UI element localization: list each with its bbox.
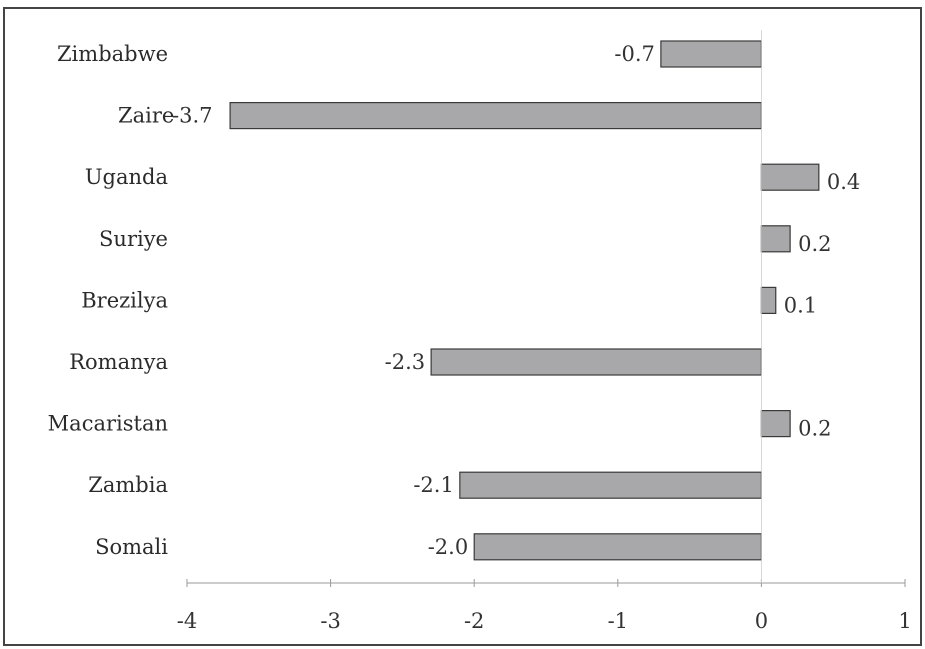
value-label-zambia: -2.1 bbox=[413, 473, 454, 497]
bar-suriye bbox=[760, 225, 791, 253]
x-tick-label-3: -1 bbox=[608, 609, 628, 633]
category-label-zimbabwe: Zimbabwe bbox=[57, 42, 168, 66]
bar-zambia bbox=[459, 471, 762, 499]
value-label-romanya: -2.3 bbox=[385, 350, 426, 374]
category-label-zaire: Zaire bbox=[118, 104, 174, 128]
category-label-macaristan: Macaristan bbox=[48, 412, 168, 436]
bar-macaristan bbox=[760, 410, 791, 438]
value-labels-group: -0.7 -3.7 0.4 0.2 0.1 -2.3 0.2 -2.1 -2.0 bbox=[172, 42, 860, 559]
category-label-somali: Somali bbox=[95, 535, 168, 559]
value-label-uganda: 0.4 bbox=[827, 170, 860, 194]
x-tick-label-1: -3 bbox=[320, 609, 340, 633]
category-label-suriye: Suriye bbox=[99, 227, 168, 251]
bars-group bbox=[229, 40, 820, 561]
category-label-uganda: Uganda bbox=[85, 165, 168, 189]
value-label-zaire: -3.7 bbox=[172, 104, 213, 128]
value-label-suriye: 0.2 bbox=[798, 232, 831, 256]
bar-zimbabwe bbox=[660, 40, 763, 68]
x-axis: -4 -3 -2 -1 0 1 bbox=[177, 30, 912, 633]
category-label-zambia: Zambia bbox=[88, 473, 168, 497]
x-tick-label-2: -2 bbox=[464, 609, 484, 633]
value-label-zimbabwe: -0.7 bbox=[614, 42, 655, 66]
bar-romanya bbox=[430, 348, 762, 376]
value-label-brezilya: 0.1 bbox=[784, 293, 817, 317]
bar-zaire bbox=[229, 101, 763, 130]
category-label-romanya: Romanya bbox=[69, 350, 168, 374]
x-tick-label-5: 1 bbox=[898, 609, 911, 633]
x-tick-label-0: -4 bbox=[177, 609, 197, 633]
category-labels-group: Zimbabwe Zaire Uganda Suriye Brezilya Romanya… bbox=[48, 42, 175, 559]
value-label-somali: -2.0 bbox=[428, 535, 469, 559]
bar-somali bbox=[473, 533, 763, 561]
bar-uganda bbox=[760, 163, 820, 191]
bar-brezilya bbox=[760, 286, 777, 314]
value-label-macaristan: 0.2 bbox=[798, 417, 831, 441]
x-tick-label-4: 0 bbox=[755, 609, 768, 633]
category-label-brezilya: Brezilya bbox=[81, 288, 168, 312]
